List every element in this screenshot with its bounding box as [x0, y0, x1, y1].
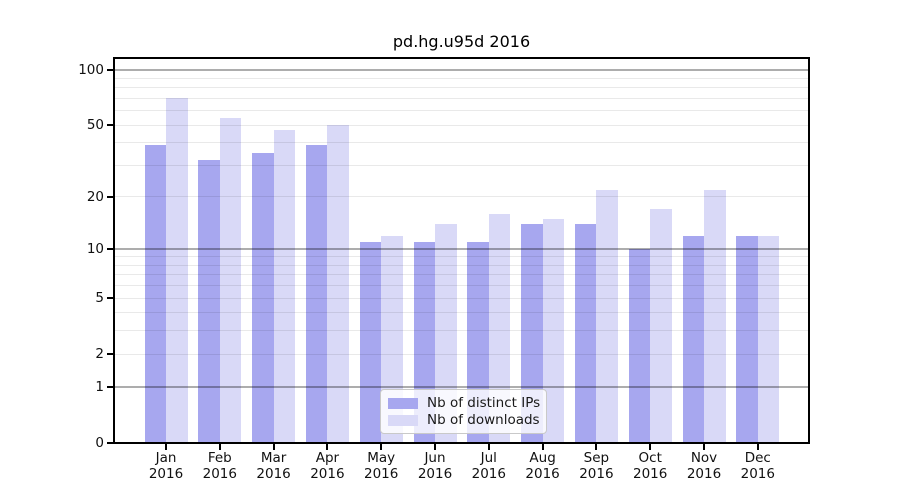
bar-sep-distinct-ips: [574, 224, 597, 442]
y-tick-2: [107, 353, 113, 356]
gridline-minor-7: [115, 274, 808, 276]
x-tick-label-aug: Aug 2016: [525, 450, 560, 482]
bar-aug-distinct-ips: [521, 224, 543, 442]
x-tick-jun: [434, 444, 436, 450]
x-tick-label-jun: Jun 2016: [417, 450, 453, 482]
bar-apr-distinct-ips: [305, 144, 328, 442]
x-tick-aug: [541, 444, 544, 450]
x-tick-label-mar: Mar 2016: [256, 450, 291, 482]
x-tick-oct: [649, 444, 652, 450]
gridline-minor-40: [115, 142, 808, 144]
gridline-major-1: [115, 385, 808, 388]
bar-oct-downloads: [650, 209, 672, 442]
x-tick-feb: [218, 444, 221, 450]
gridline-minor-20: [115, 196, 808, 198]
x-tick-label-jan: Jan 2016: [148, 450, 184, 482]
legend-label-downloads: Nb of downloads: [427, 412, 540, 428]
gridline-minor-70: [115, 97, 808, 99]
bar-dec-distinct-ips: [736, 235, 758, 442]
y-tick-0: [107, 442, 113, 444]
bar-feb-distinct-ips: [198, 160, 220, 442]
y-tick-label-20: 20: [86, 188, 104, 205]
x-tick-mar: [272, 444, 275, 450]
y-tick-50: [107, 124, 113, 127]
y-tick-label-50: 50: [86, 117, 104, 134]
gridline-major-100: [115, 69, 808, 71]
gridline-minor-3: [115, 330, 808, 332]
bar-jan-distinct-ips: [144, 144, 166, 442]
bar-aug-downloads: [542, 218, 565, 442]
x-tick-jan: [165, 444, 167, 450]
y-tick-label-10: 10: [86, 241, 104, 258]
gridline-minor-90: [115, 77, 808, 79]
bar-oct-distinct-ips: [628, 249, 651, 442]
legend-swatch-downloads: [388, 415, 418, 426]
x-tick-label-dec: Dec 2016: [740, 450, 775, 482]
gridline-minor-30: [115, 164, 808, 166]
legend-label-distinct-ips: Nb of distinct IPs: [427, 395, 541, 411]
y-tick-100: [107, 69, 113, 71]
x-tick-label-oct: Oct 2016: [633, 450, 668, 482]
bar-mar-distinct-ips: [252, 153, 274, 442]
legend-swatch-distinct-ips: [388, 398, 418, 409]
legend: Nb of distinct IPs Nb of downloads: [380, 389, 547, 434]
gridline-minor-6: [115, 285, 808, 287]
x-tick-dec: [756, 444, 759, 450]
x-tick-label-nov: Nov 2016: [686, 450, 722, 482]
y-tick-label-100: 100: [78, 62, 104, 78]
gridline-minor-4: [115, 312, 808, 314]
gridline-minor-60: [115, 110, 808, 112]
y-tick-5: [107, 297, 113, 300]
y-tick-1: [107, 385, 113, 388]
bar-nov-distinct-ips: [682, 235, 704, 442]
bar-nov-downloads: [704, 189, 726, 442]
x-tick-apr: [326, 444, 329, 450]
y-tick-10: [107, 248, 113, 251]
x-tick-label-sep: Sep 2016: [579, 450, 614, 482]
legend-row-distinct-ips: Nb of distinct IPs: [388, 395, 546, 412]
bar-feb-downloads: [219, 117, 242, 442]
bar-jun-downloads: [435, 224, 457, 442]
gridline-minor-2: [115, 353, 808, 355]
x-tick-label-may: May 2016: [364, 450, 399, 482]
y-tick-label-1: 1: [95, 378, 104, 395]
y-tick-label-5: 5: [95, 290, 104, 307]
x-tick-nov: [703, 444, 705, 450]
gridline-minor-8: [115, 264, 808, 266]
x-tick-jul: [487, 444, 490, 450]
bar-mar-downloads: [273, 130, 296, 442]
y-tick-20: [107, 195, 113, 198]
bar-may-distinct-ips: [359, 242, 382, 442]
x-tick-label-feb: Feb 2016: [202, 450, 237, 482]
chart-title: pd.hg.u95d 2016: [392, 32, 531, 51]
bar-dec-downloads: [757, 235, 780, 442]
bar-sep-downloads: [596, 189, 618, 442]
bar-jul-downloads: [488, 214, 511, 442]
y-tick-label-0: 0: [95, 435, 104, 451]
x-tick-label-apr: Apr 2016: [310, 450, 345, 482]
gridline-minor-80: [115, 87, 808, 89]
x-tick-may: [380, 444, 383, 450]
gridline-major-10: [115, 248, 808, 251]
gridline-minor-9: [115, 256, 808, 258]
y-tick-label-2: 2: [95, 346, 104, 363]
bar-jan-downloads: [166, 98, 188, 442]
gridline-minor-50: [115, 124, 808, 126]
gridline-minor-5: [115, 297, 808, 299]
x-tick-label-jul: Jul 2016: [471, 450, 506, 482]
legend-row-downloads: Nb of downloads: [388, 412, 546, 429]
x-tick-sep: [595, 444, 598, 450]
bar-apr-downloads: [327, 125, 349, 442]
